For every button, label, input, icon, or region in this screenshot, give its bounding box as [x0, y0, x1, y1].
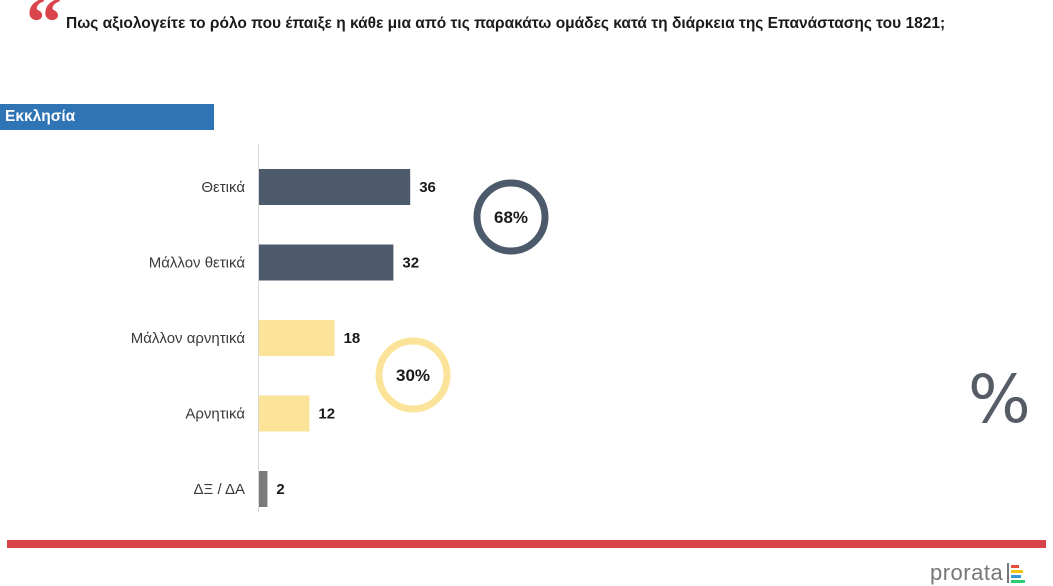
- value-label: 2: [276, 481, 284, 498]
- quote-mark-icon: “: [26, 0, 62, 62]
- summary-rings-group: 68% 30%: [375, 179, 549, 413]
- brand-mark-icon: [1007, 563, 1026, 583]
- bar-1: [259, 244, 394, 281]
- section-tag: Εκκλησία: [0, 104, 214, 130]
- value-label: 36: [419, 179, 436, 196]
- summary-ring-label: 68%: [494, 208, 528, 227]
- value-label: 32: [402, 255, 419, 272]
- question-title: Πως αξιολογείτε το ρόλο που έπαιξε η κάθ…: [66, 15, 946, 32]
- footer-rule: [7, 540, 1046, 548]
- summary-ring: [473, 179, 549, 255]
- category-label: Μάλλον θετικά: [149, 255, 246, 272]
- bar-3: [259, 395, 310, 432]
- bar-2: [259, 320, 335, 356]
- bar-chart: Θετικά 36 Μάλλον θετικά 32 Μάλλον αρνητικά 18…: [131, 144, 549, 512]
- category-label: Αρνητικά: [185, 406, 245, 423]
- summary-ring: [375, 337, 451, 413]
- bars-group: Θετικά 36 Μάλλον θετικά 32 Μάλλον αρνητικά 18…: [131, 169, 436, 507]
- percent-icon: %: [968, 361, 1031, 438]
- bar-0: [259, 169, 411, 205]
- category-label: Μάλλον αρνητικά: [131, 330, 246, 347]
- summary-ring-label: 30%: [396, 366, 430, 385]
- category-label: Θετικά: [201, 179, 245, 196]
- brand-logo: prorata: [930, 560, 1026, 586]
- value-label: 12: [318, 406, 335, 423]
- category-label: ΔΞ / ΔΑ: [194, 481, 245, 498]
- bar-4: [259, 471, 268, 507]
- brand-name: prorata: [930, 560, 1004, 585]
- value-label: 18: [344, 330, 361, 347]
